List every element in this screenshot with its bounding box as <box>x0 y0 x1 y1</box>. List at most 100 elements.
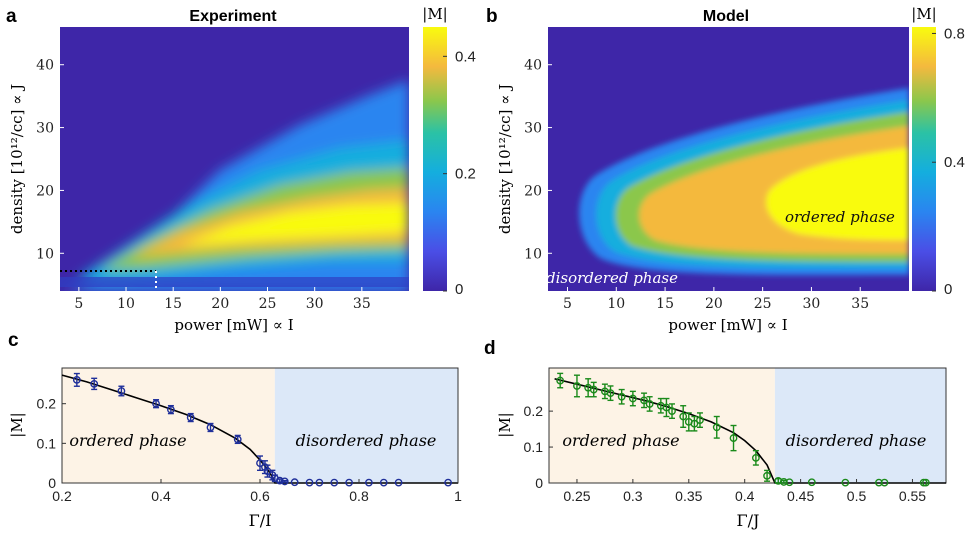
axis-b-xtick-label: 35 <box>851 296 869 312</box>
plot-c-xtick-label: 0.6 <box>250 488 270 504</box>
axis-a-ytick-label: 20 <box>36 183 54 199</box>
plot-d-data-point <box>662 403 671 412</box>
annotation-disordered-phase-b: disordered phase <box>546 269 678 287</box>
axis-b-ylabel: density [10¹²/cc] ∝ J <box>496 84 514 234</box>
axis-a-xtick-label: 5 <box>74 296 83 312</box>
axis-b-xtick-label: 20 <box>705 296 723 312</box>
axes-d-ticks: 0.25 0.3 0.35 0.4 0.45 0.5 0.55 0 0.1 0.2 <box>524 403 927 504</box>
plot-d-data-point <box>785 478 794 487</box>
plot-d-data-point <box>921 478 930 487</box>
colorbar-a <box>423 27 447 291</box>
colorbar-b <box>912 27 936 291</box>
plot-c-data-point <box>256 459 264 468</box>
plot-d-data-point <box>690 419 699 428</box>
plot-d-xtick-label: 0.55 <box>899 488 926 504</box>
colorbar-a-label: |M| <box>422 5 447 23</box>
plot-c-xtick-label: 0.4 <box>151 488 171 504</box>
panel-a-experiment-heatmap: a Experiment 5 10 15 20 25 30 35 10 20 30 40 power… <box>6 5 476 334</box>
annotation-disordered-phase-c: disordered phase <box>296 431 437 450</box>
plot-c-data-point <box>444 478 452 487</box>
plot-d-data-point <box>645 400 654 408</box>
annotation-ordered-phase-d: ordered phase <box>562 431 679 450</box>
region-c-disordered <box>274 368 458 483</box>
plot-d-data-point <box>556 376 565 385</box>
plot-d-data-point <box>617 392 626 401</box>
plot-c-data-point <box>90 379 99 388</box>
axis-c-xlabel: Γ/I <box>249 511 272 530</box>
plot-d-data-point <box>696 416 704 425</box>
axis-a-ylabel: density [10¹²/cc] ∝ J <box>8 84 26 234</box>
plot-d-data-point <box>751 453 760 462</box>
plot-d-data-point <box>763 471 771 480</box>
axis-a-xlabel: power [mW] ∝ I <box>174 316 293 334</box>
plot-c-data-point <box>117 387 126 395</box>
plot-c-data-point <box>379 478 388 487</box>
colorbar-b-ticks: 0 0.4 0.8 <box>932 25 965 298</box>
plot-c-data-point <box>364 478 373 487</box>
colorbar-a-ticks: 0 0.2 0.4 <box>443 48 476 298</box>
plot-c-data-point <box>290 478 299 487</box>
annotation-ordered-phase-b: ordered phase <box>785 208 895 226</box>
plot-c-data-point <box>206 423 215 432</box>
plot-d-data-point <box>880 478 889 487</box>
axes-a-ticks: 5 10 15 20 25 30 35 10 20 30 40 <box>36 58 371 312</box>
axis-a-xtick-label: 20 <box>211 296 229 312</box>
plot-d-ytick-label: 0 <box>535 475 543 491</box>
plot-d-xtick-label: 0.3 <box>623 488 643 504</box>
panel-b-model-heatmap: b Model ordered phase disordered phase 5… <box>486 5 965 334</box>
plot-c-data-point <box>394 478 403 487</box>
plot-c-data-point <box>186 413 195 422</box>
panel-a-title: Experiment <box>189 8 277 25</box>
axis-b-ytick-label: 10 <box>524 246 542 262</box>
plot-d-xtick-label: 0.45 <box>787 488 814 504</box>
plot-c-xtick-label: 0.2 <box>52 488 72 504</box>
colorbar-b-tick-label: 0.8 <box>944 25 965 42</box>
plot-c-xtick-label: 0.8 <box>349 488 369 504</box>
annotation-disordered-phase-d: disordered phase <box>786 431 927 450</box>
axis-a-xtick-label: 10 <box>117 296 135 312</box>
plot-d-data-point <box>875 478 883 487</box>
plot-c-data-point <box>315 478 324 487</box>
heatmap-a-field <box>60 80 409 291</box>
plot-d-marks <box>554 372 946 487</box>
colorbar-b-label: |M| <box>911 5 936 23</box>
colorbar-b-tick-label: 0 <box>944 281 952 298</box>
axis-b-xtick-label: 5 <box>563 296 572 312</box>
region-d-disordered <box>774 368 946 483</box>
axis-a-xtick-label: 35 <box>353 296 371 312</box>
axis-b-xtick-label: 10 <box>607 296 625 312</box>
heatmap-b-peak <box>766 148 909 240</box>
colorbar-a-tick-label: 0 <box>455 281 463 298</box>
heatmap-a-peak <box>180 203 409 246</box>
axis-c-ylabel: |M| <box>8 412 26 437</box>
colorbar-b-tick-label: 0.4 <box>944 154 965 171</box>
plot-d-data-point <box>841 478 850 487</box>
plot-d-xtick-label: 0.35 <box>675 488 702 504</box>
plot-d-data-point <box>779 478 788 486</box>
axes-d-frame <box>548 367 947 484</box>
plot-c-data-point <box>166 405 175 414</box>
panel-b-title: Model <box>703 8 749 25</box>
plot-c-ytick-label: 0.1 <box>37 435 57 451</box>
heatmap-b-field <box>579 88 909 276</box>
annotation-ordered-phase-c: ordered phase <box>69 431 186 450</box>
axes-c-ticks: 0.2 0.4 0.6 0.8 1 0 0.1 0.2 <box>37 396 463 504</box>
plot-c-marks <box>61 372 458 487</box>
plot-c-ytick-label: 0.2 <box>37 396 57 412</box>
plot-c-data-point <box>72 375 81 384</box>
panel-c-scatter: c ordered phase disordered phase 0.2 0.4 0… <box>8 330 462 530</box>
axis-a-xtick-label: 30 <box>306 296 324 312</box>
plot-c-data-point <box>233 435 242 444</box>
plot-d-data-point <box>919 478 928 487</box>
colorbar-a-tick-label: 0.2 <box>455 166 476 183</box>
axis-b-xtick-label: 30 <box>803 296 821 312</box>
plot-d-data-point <box>573 382 581 390</box>
plot-d-xtick-label: 0.25 <box>563 488 590 504</box>
panel-d-label: d <box>484 338 496 359</box>
panel-c-label: c <box>8 330 19 351</box>
plot-c-data-point <box>280 477 289 486</box>
axis-d-ylabel: |M| <box>496 412 514 437</box>
plot-d-data-point <box>729 434 738 442</box>
axis-b-ytick-label: 40 <box>524 58 542 74</box>
